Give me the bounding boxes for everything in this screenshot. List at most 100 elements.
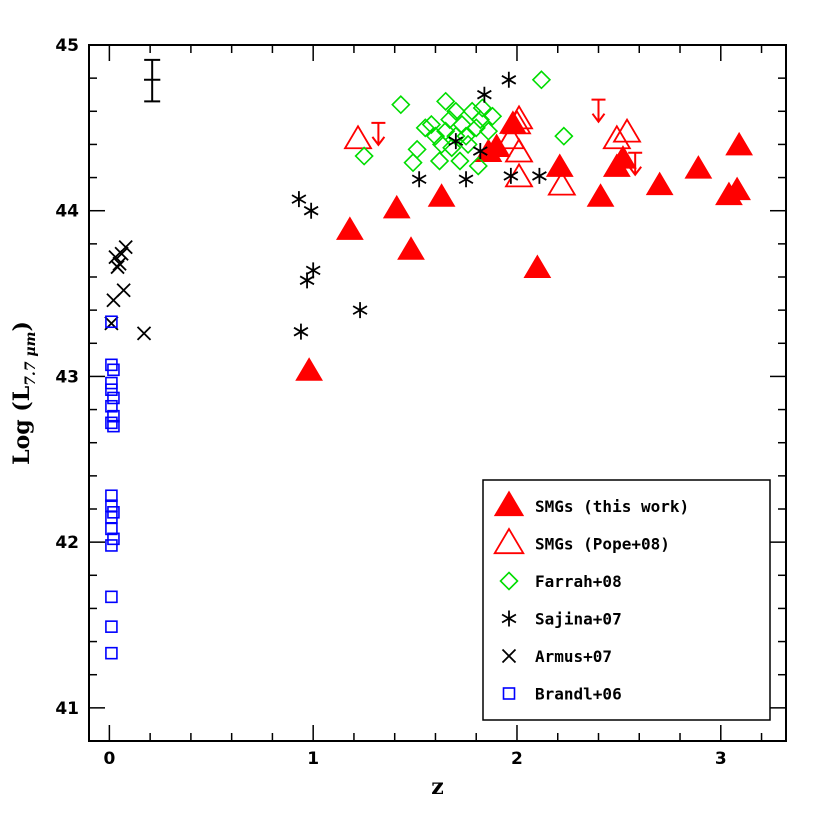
data-point bbox=[725, 131, 754, 156]
upper-limit-arrow bbox=[591, 98, 606, 124]
data-point bbox=[476, 86, 492, 103]
x-tick-label: 1 bbox=[307, 749, 319, 769]
y-axis-label-prefix: Log (L bbox=[9, 386, 35, 465]
data-point bbox=[107, 409, 120, 423]
data-point bbox=[429, 151, 450, 171]
data-point bbox=[105, 620, 118, 633]
data-point bbox=[415, 118, 435, 138]
data-point bbox=[105, 376, 118, 390]
data-point bbox=[343, 124, 373, 150]
data-point bbox=[645, 171, 674, 196]
data-point bbox=[440, 109, 460, 130]
upper-limit-arrow bbox=[371, 121, 386, 147]
data-point bbox=[105, 489, 118, 503]
data-point bbox=[532, 167, 547, 184]
data-point bbox=[482, 106, 503, 126]
legend-label: SMGs (Pope+08) bbox=[535, 535, 670, 554]
series-armus-07 bbox=[104, 240, 152, 341]
data-point bbox=[472, 143, 488, 160]
tick-labels: 0 1 2 3 41 42 43 44 45 bbox=[55, 36, 726, 769]
data-point bbox=[586, 183, 615, 207]
data-point bbox=[303, 202, 319, 219]
data-point bbox=[504, 104, 534, 130]
y-tick-label: 42 bbox=[55, 533, 79, 553]
data-point bbox=[452, 114, 472, 135]
data-point bbox=[482, 133, 511, 158]
data-point bbox=[523, 254, 552, 279]
data-point bbox=[397, 236, 425, 260]
y-tick-label: 44 bbox=[55, 202, 79, 222]
series-farrah-08 bbox=[354, 70, 574, 176]
legend-label: Brandl+06 bbox=[535, 685, 622, 704]
data-point bbox=[105, 315, 118, 329]
series-brandl-06 bbox=[105, 315, 120, 660]
data-point bbox=[110, 259, 125, 275]
data-point bbox=[468, 156, 488, 176]
data-point bbox=[382, 194, 411, 219]
data-point bbox=[456, 126, 476, 146]
legend: SMGs (this work) SMGs (Pope+08) Farrah+08 S… bbox=[482, 479, 771, 721]
data-point bbox=[295, 357, 323, 381]
upper-limit-arrows bbox=[371, 98, 643, 177]
y-tick-label: 45 bbox=[55, 36, 79, 56]
data-point bbox=[501, 71, 517, 88]
data-point bbox=[425, 126, 446, 146]
x-tick-label: 2 bbox=[511, 749, 523, 769]
data-point bbox=[305, 262, 321, 279]
legend-marker bbox=[493, 490, 525, 517]
legend-marker bbox=[493, 527, 525, 555]
data-point bbox=[105, 522, 118, 536]
data-point bbox=[293, 323, 309, 340]
upper-limit-arrow bbox=[628, 151, 643, 177]
data-point bbox=[105, 383, 118, 396]
y-axis-label-suffix: ) bbox=[9, 321, 35, 331]
data-point bbox=[114, 246, 129, 261]
legend-label: SMGs (this work) bbox=[535, 497, 689, 516]
legend-marker bbox=[499, 571, 519, 591]
legend-label: Sajina+07 bbox=[535, 610, 622, 629]
data-point bbox=[391, 95, 411, 115]
data-point bbox=[116, 283, 131, 298]
data-point bbox=[723, 176, 751, 201]
data-point bbox=[450, 151, 470, 171]
legend-box bbox=[482, 479, 771, 721]
data-point bbox=[107, 532, 120, 546]
data-point bbox=[554, 126, 574, 146]
data-point bbox=[105, 416, 118, 430]
data-point bbox=[547, 170, 577, 196]
data-point bbox=[503, 167, 519, 184]
data-point bbox=[470, 109, 490, 130]
data-point bbox=[612, 117, 642, 143]
data-point bbox=[105, 539, 118, 552]
data-point bbox=[354, 146, 374, 166]
error-bar-cross bbox=[144, 58, 161, 103]
data-point bbox=[442, 138, 462, 158]
data-point bbox=[458, 134, 478, 155]
data-point bbox=[436, 91, 456, 111]
data-point bbox=[105, 399, 118, 413]
plot-frame bbox=[88, 44, 787, 742]
data-point bbox=[411, 171, 427, 188]
legend-label: Farrah+08 bbox=[535, 572, 622, 591]
data-point bbox=[448, 133, 464, 150]
data-point bbox=[478, 121, 499, 141]
data-point bbox=[602, 124, 632, 150]
data-point bbox=[107, 419, 120, 433]
data-point bbox=[446, 101, 466, 121]
y-axis-label-subscript: 7.7 μm bbox=[23, 332, 39, 386]
series-smgs-this-work bbox=[295, 110, 754, 381]
legend-marker bbox=[501, 648, 517, 664]
data-point bbox=[403, 153, 423, 173]
data-point bbox=[609, 145, 637, 169]
series-smgs-pope-08 bbox=[343, 104, 642, 196]
y-axis-label: Log (L7.7 μm) bbox=[9, 321, 39, 465]
data-point bbox=[335, 216, 364, 240]
data-point bbox=[407, 139, 427, 160]
x-tick-label: 3 bbox=[715, 749, 727, 769]
x-tick-label: 0 bbox=[103, 749, 115, 769]
legend-label: Armus+07 bbox=[535, 647, 612, 666]
data-point bbox=[531, 70, 552, 90]
data-point bbox=[436, 121, 456, 141]
x-axis-label: z bbox=[431, 774, 444, 800]
